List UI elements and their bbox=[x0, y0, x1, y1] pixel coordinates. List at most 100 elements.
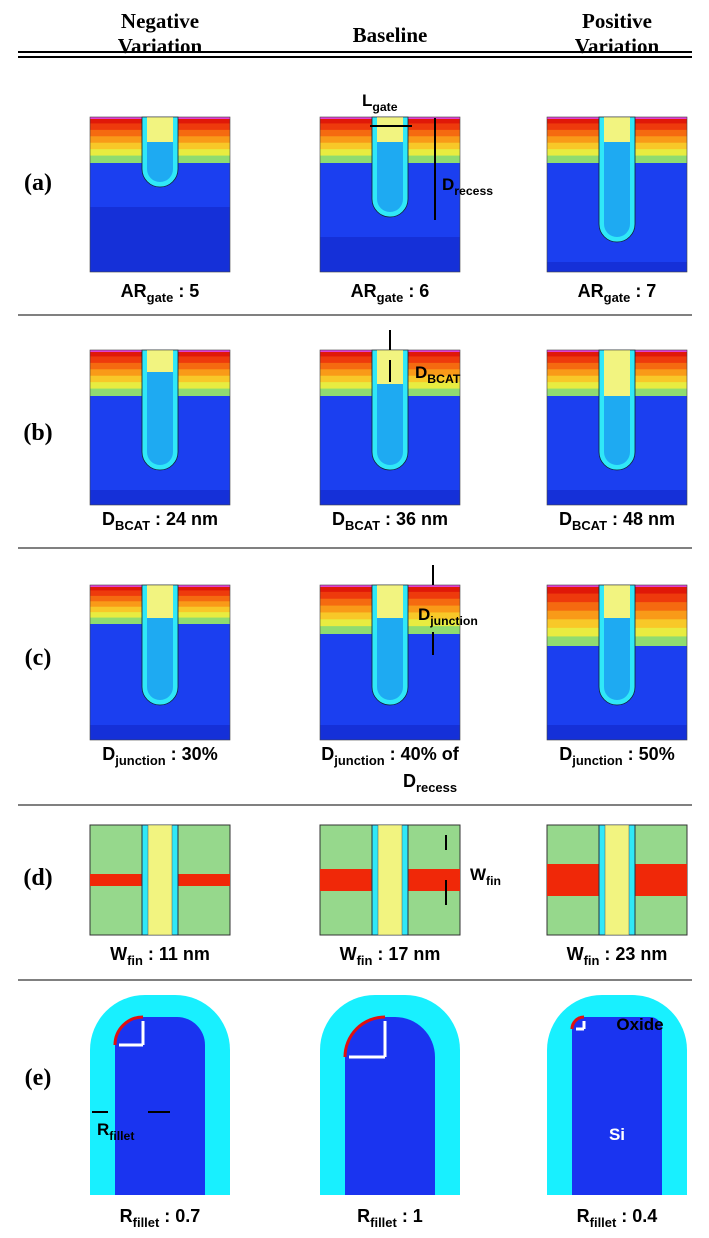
label-subscript: fillet bbox=[109, 1129, 134, 1143]
fin-cell bbox=[320, 825, 460, 935]
label-main: AR bbox=[121, 281, 147, 301]
gate bbox=[605, 825, 629, 935]
si-core bbox=[572, 1017, 662, 1195]
column-header: Positive bbox=[582, 9, 652, 33]
tcad-cell bbox=[90, 585, 230, 740]
label: DBCAT : 24 nm bbox=[102, 509, 218, 533]
label-main: D bbox=[559, 509, 572, 529]
cap bbox=[147, 585, 173, 618]
label: Wfin: 23 nm bbox=[567, 944, 668, 968]
fin-cell bbox=[547, 825, 687, 935]
label-subscript: fin bbox=[584, 953, 600, 968]
label-main: D bbox=[418, 605, 430, 624]
substrate-deep bbox=[90, 490, 230, 505]
label: Wfin bbox=[470, 865, 501, 888]
si-label: Si bbox=[609, 1125, 625, 1144]
label-rest: : 0.4 bbox=[621, 1206, 657, 1226]
label: DBCAT: 48 nm bbox=[559, 509, 675, 533]
label: Wfin : 17 nm bbox=[340, 944, 441, 968]
tcad-cell bbox=[90, 350, 230, 505]
label-subscript: gate bbox=[372, 100, 397, 114]
label-subscript: fillet bbox=[133, 1215, 160, 1230]
substrate-deep bbox=[547, 725, 687, 740]
gate bbox=[148, 825, 172, 935]
label-main: D bbox=[559, 744, 572, 764]
label-main: R bbox=[120, 1206, 133, 1226]
tcad-cell bbox=[320, 117, 460, 272]
label-main: AR bbox=[578, 281, 604, 301]
label-main: D bbox=[403, 771, 416, 791]
label-subscript: BCAT bbox=[115, 518, 150, 533]
label-main: W bbox=[470, 865, 487, 884]
label: Drecess bbox=[403, 771, 457, 795]
label: Lgate bbox=[362, 91, 398, 114]
label-rest: : 48 nm bbox=[612, 509, 675, 529]
label-subscript: BCAT bbox=[345, 518, 380, 533]
label-subscript: fillet bbox=[590, 1215, 617, 1230]
substrate-deep bbox=[547, 490, 687, 505]
label-main: R bbox=[97, 1120, 109, 1139]
figure: NegativeVariationBaselinePositiveVariati… bbox=[0, 0, 709, 1238]
label-subscript: junction bbox=[333, 753, 384, 768]
label-rest: : 5 bbox=[178, 281, 199, 301]
label: Rfillet : 0.4 bbox=[577, 1206, 658, 1230]
substrate-deep bbox=[320, 725, 460, 740]
label-main: W bbox=[567, 944, 584, 964]
label-rest: : 36 nm bbox=[385, 509, 448, 529]
label: Djunction : 40% of bbox=[321, 744, 459, 768]
label-subscript: recess bbox=[454, 184, 493, 198]
cap bbox=[604, 585, 630, 618]
label-subscript: BCAT bbox=[427, 372, 461, 386]
cap bbox=[377, 117, 403, 142]
column-header: Negative bbox=[121, 9, 199, 33]
label-main: D bbox=[102, 509, 115, 529]
fin-cell bbox=[90, 825, 230, 935]
row-label: (c) bbox=[25, 645, 52, 671]
label: Djunction: 50% bbox=[559, 744, 674, 768]
label-rest: : 7 bbox=[635, 281, 656, 301]
label-main: W bbox=[340, 944, 357, 964]
row-label: (d) bbox=[23, 865, 52, 891]
label-subscript: gate bbox=[604, 290, 631, 305]
tcad-cell bbox=[547, 585, 687, 740]
label-main: L bbox=[362, 91, 372, 110]
label-main: D bbox=[332, 509, 345, 529]
label-main: D bbox=[442, 175, 454, 194]
column-header: Baseline bbox=[353, 23, 428, 47]
label-main: D bbox=[321, 744, 334, 764]
tcad-cell bbox=[547, 117, 687, 272]
cap bbox=[377, 585, 403, 618]
label-subscript: gate bbox=[147, 290, 174, 305]
label-main: R bbox=[577, 1206, 590, 1226]
substrate-deep bbox=[320, 237, 460, 272]
tcad-cell bbox=[320, 585, 460, 740]
page: {"columns":[["Negative","Variation"],["B… bbox=[0, 0, 709, 1238]
label-subscript: junction bbox=[429, 614, 478, 628]
label-subscript: fillet bbox=[370, 1215, 397, 1230]
oxide-label: Oxide bbox=[616, 1015, 663, 1034]
label-rest: : 40% of bbox=[390, 744, 460, 764]
label: Rfillet: 0.7 bbox=[120, 1206, 201, 1230]
label-subscript: fin bbox=[127, 953, 143, 968]
label-rest: : 50% bbox=[628, 744, 675, 764]
label-subscript: fin bbox=[486, 874, 501, 888]
cap bbox=[147, 350, 173, 372]
label: DBCAT : 36 nm bbox=[332, 509, 448, 533]
cap bbox=[147, 117, 173, 142]
label: Wfin: 11 nm bbox=[110, 944, 210, 968]
label-main: AR bbox=[351, 281, 377, 301]
row-label: (e) bbox=[25, 1065, 52, 1091]
tcad-cell bbox=[547, 350, 687, 505]
label-subscript: fin bbox=[357, 953, 373, 968]
label: ARgate : 7 bbox=[578, 281, 657, 305]
label-main: R bbox=[357, 1206, 370, 1226]
cap bbox=[604, 350, 630, 396]
label-rest: : 17 nm bbox=[377, 944, 440, 964]
substrate-deep bbox=[547, 262, 687, 272]
substrate-deep bbox=[90, 725, 230, 740]
label: Rfillet : 1 bbox=[357, 1206, 423, 1230]
label-rest: : 24 nm bbox=[155, 509, 218, 529]
label-rest: : 1 bbox=[402, 1206, 423, 1226]
tcad-cell bbox=[90, 117, 230, 272]
substrate-deep bbox=[320, 490, 460, 505]
